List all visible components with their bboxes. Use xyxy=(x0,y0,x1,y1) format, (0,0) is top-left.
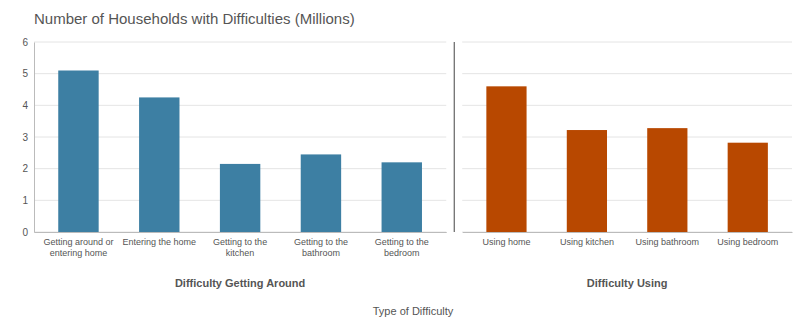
bar xyxy=(486,86,526,232)
tick-label-line: entering home xyxy=(50,248,108,258)
bar xyxy=(220,164,260,232)
tick: Getting to thekitchen xyxy=(213,232,267,258)
tick-label-line: Using bedroom xyxy=(717,237,778,247)
group-label: Difficulty Using xyxy=(587,277,668,289)
axis-line xyxy=(463,232,793,233)
bar xyxy=(301,154,341,232)
tick-label: Entering the home xyxy=(123,237,197,247)
y-axis: 0 1 2 3 4 5 6 xyxy=(22,37,34,238)
tick-label: 0 xyxy=(22,227,28,238)
tick-label: Using bedroom xyxy=(717,237,778,247)
tick-label-line: bedroom xyxy=(384,248,420,258)
tick-label-line: Getting to the xyxy=(294,237,348,247)
x-axis: Using home Using kitchen Using bathroom Usi… xyxy=(463,232,793,247)
tick: 1 xyxy=(22,195,34,206)
x-axis-title: Type of Difficulty xyxy=(373,305,454,317)
bars xyxy=(58,71,422,233)
axis-line xyxy=(35,232,447,233)
bars xyxy=(486,86,768,232)
bar xyxy=(728,143,768,232)
tick-label-line: Getting around or xyxy=(43,237,113,247)
bar xyxy=(58,71,98,233)
tick-label-line: bathroom xyxy=(302,248,340,258)
tick-label-line: Using bathroom xyxy=(636,237,700,247)
tick-label: Getting to thebathroom xyxy=(294,237,348,258)
tick-label-line: Getting to the xyxy=(213,237,267,247)
tick: Using home xyxy=(482,232,530,247)
tick-label: 6 xyxy=(22,37,28,48)
x-axis: Getting around orentering home Entering t… xyxy=(35,232,447,258)
bar xyxy=(382,162,422,232)
tick: 2 xyxy=(22,163,34,174)
tick-label-line: Using home xyxy=(482,237,530,247)
divider xyxy=(454,42,455,232)
tick-label-line: Using kitchen xyxy=(560,237,614,247)
tick-label-line: kitchen xyxy=(226,248,255,258)
tick-label: 1 xyxy=(22,195,28,206)
tick-label-line: Entering the home xyxy=(123,237,197,247)
tick: Using kitchen xyxy=(560,232,614,247)
tick-label: Getting to thekitchen xyxy=(213,237,267,258)
tick: 3 xyxy=(22,132,34,143)
tick-label: 2 xyxy=(22,163,28,174)
tick: Getting to thebedroom xyxy=(375,232,429,258)
tick-label: 3 xyxy=(22,132,28,143)
bar xyxy=(647,128,687,232)
grid-line xyxy=(462,73,792,74)
tick: Using bathroom xyxy=(636,232,700,247)
axis-line xyxy=(34,43,35,233)
grid-line xyxy=(34,42,446,43)
tick-label: Using kitchen xyxy=(560,237,614,247)
tick: 6 xyxy=(22,37,34,48)
tick-label: 4 xyxy=(22,100,28,111)
tick: Getting to thebathroom xyxy=(294,232,348,258)
tick-label: Getting around orentering home xyxy=(43,237,113,258)
tick: 5 xyxy=(22,68,34,79)
tick-label: 5 xyxy=(22,68,28,79)
panel: Using home Using kitchen Using bathroom Usi… xyxy=(462,42,792,247)
tick: 0 xyxy=(22,227,34,238)
tick: 4 xyxy=(22,100,34,111)
tick-label: Using home xyxy=(482,237,530,247)
tick-label: Using bathroom xyxy=(636,237,700,247)
tick: Using bedroom xyxy=(717,232,778,247)
panel: Getting around orentering home Entering t… xyxy=(22,37,446,258)
bar xyxy=(567,130,607,232)
bar xyxy=(139,97,179,232)
title: Number of Households with Difficulties (… xyxy=(34,10,355,27)
tick-label-line: Getting to the xyxy=(375,237,429,247)
grid xyxy=(462,42,792,232)
group-label: Difficulty Getting Around xyxy=(175,277,305,289)
grid xyxy=(34,42,446,232)
grid-line xyxy=(462,42,792,43)
chart: Getting around orentering home Entering t… xyxy=(0,0,800,327)
tick: Entering the home xyxy=(123,232,197,247)
tick: Getting around orentering home xyxy=(43,232,113,258)
tick-label: Getting to thebedroom xyxy=(375,237,429,258)
